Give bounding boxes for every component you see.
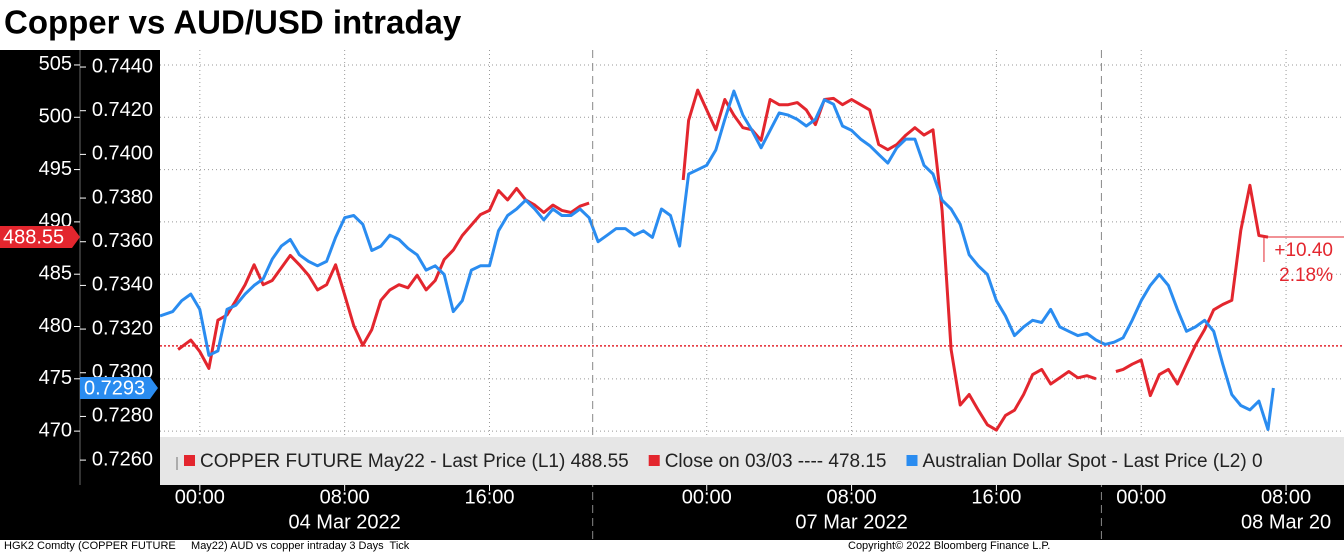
x-tick-label: 00:00 — [1116, 486, 1166, 508]
x-axis-band — [160, 485, 1344, 540]
y2-tick-label: 0.7380 — [92, 186, 153, 208]
annotation: +10.40 — [1274, 240, 1333, 261]
x-tick-label: 00:00 — [682, 486, 732, 508]
y2-tick-label: 0.7340 — [92, 274, 153, 296]
x-tick-label: 08:00 — [827, 486, 877, 508]
y-tick-label: 470 — [39, 419, 72, 441]
plot-area — [160, 50, 1344, 485]
y2-tick-label: 0.7360 — [92, 230, 153, 252]
y-tick-label: 480 — [39, 315, 72, 337]
chart-title: Copper vs AUD/USD intraday — [4, 4, 462, 41]
legend-label: Australian Dollar Spot - Last Price (L2)… — [923, 451, 1263, 472]
last-value-label: 0.7293 — [84, 377, 145, 399]
x-tick-label: 16:00 — [971, 486, 1021, 508]
day-label: 04 Mar 2022 — [289, 511, 401, 533]
legend-swatch — [906, 455, 918, 466]
last-value-marker — [0, 226, 80, 249]
y2-tick-label: 0.7320 — [92, 317, 153, 339]
day-label: 08 Mar 20 — [1241, 511, 1331, 533]
legend-swatch — [184, 455, 195, 466]
y2-tick-label: 0.7280 — [92, 405, 153, 427]
day-label: 07 Mar 2022 — [795, 511, 907, 533]
x-tick-label: 00:00 — [175, 486, 225, 508]
legend-box — [160, 437, 1344, 485]
plot-layer — [160, 50, 1344, 485]
last-value-marker — [80, 377, 158, 400]
x-tick-label: 08:00 — [1261, 486, 1311, 508]
x-tick-label: 08:00 — [320, 486, 370, 508]
y2-tick-label: 0.7400 — [92, 143, 153, 165]
footer-right: Copyright© 2022 Bloomberg Finance L.P. — [848, 540, 1050, 552]
footer-left: HGK2 Comdty (COPPER FUTURE May22) AUD vs… — [4, 540, 410, 552]
y-tick-label: 485 — [39, 262, 72, 284]
y-tick-label: 475 — [39, 367, 72, 389]
legend-label: COPPER FUTURE May22 - Last Price (L1) 48… — [200, 451, 629, 472]
y-tick-label: 505 — [39, 53, 72, 75]
legend-swatch — [648, 455, 660, 466]
legend-label: Close on 03/03 ---- 478.15 — [665, 451, 887, 472]
y-tick-label: 500 — [39, 106, 72, 128]
y2-tick-label: 0.7260 — [92, 448, 153, 470]
legend: COPPER FUTURE May22 - Last Price (L1) 48… — [184, 451, 1263, 472]
annotation: 2.18% — [1279, 265, 1333, 286]
x-tick-label: 16:00 — [464, 486, 514, 508]
series-line — [177, 88, 1269, 432]
y2-tick-label: 0.7440 — [92, 55, 153, 77]
last-value-label: 488.55 — [3, 226, 64, 248]
y-tick-label: 495 — [39, 158, 72, 180]
y2-tick-label: 0.7420 — [92, 99, 153, 121]
series-line — [160, 89, 1275, 431]
